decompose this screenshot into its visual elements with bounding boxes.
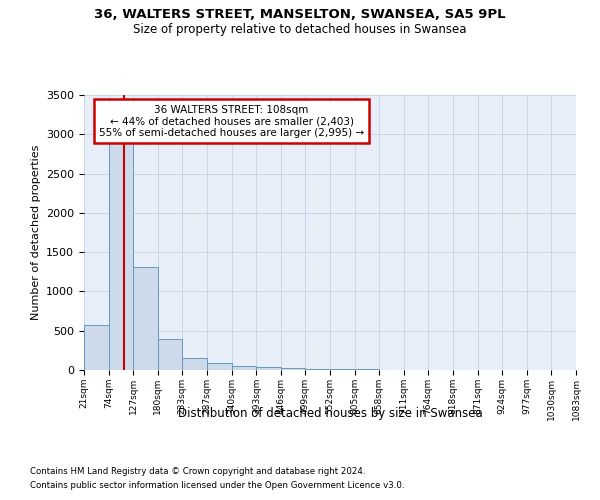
Text: Distribution of detached houses by size in Swansea: Distribution of detached houses by size …: [178, 408, 482, 420]
Y-axis label: Number of detached properties: Number of detached properties: [31, 145, 41, 320]
Bar: [158, 338, 182, 370]
Bar: [109, 143, 133, 370]
Bar: [207, 364, 232, 370]
Bar: [256, 367, 281, 370]
Bar: [133, 267, 158, 370]
Bar: [281, 368, 305, 370]
Text: Contains public sector information licensed under the Open Government Licence v3: Contains public sector information licen…: [30, 481, 404, 490]
Text: 36 WALTERS STREET: 108sqm
← 44% of detached houses are smaller (2,403)
55% of se: 36 WALTERS STREET: 108sqm ← 44% of detac…: [99, 104, 364, 138]
Bar: [330, 369, 355, 370]
Bar: [84, 325, 109, 370]
Bar: [305, 368, 330, 370]
Bar: [232, 366, 256, 370]
Text: 36, WALTERS STREET, MANSELTON, SWANSEA, SA5 9PL: 36, WALTERS STREET, MANSELTON, SWANSEA, …: [94, 8, 506, 20]
Text: Contains HM Land Registry data © Crown copyright and database right 2024.: Contains HM Land Registry data © Crown c…: [30, 468, 365, 476]
Bar: [182, 358, 207, 370]
Text: Size of property relative to detached houses in Swansea: Size of property relative to detached ho…: [133, 22, 467, 36]
